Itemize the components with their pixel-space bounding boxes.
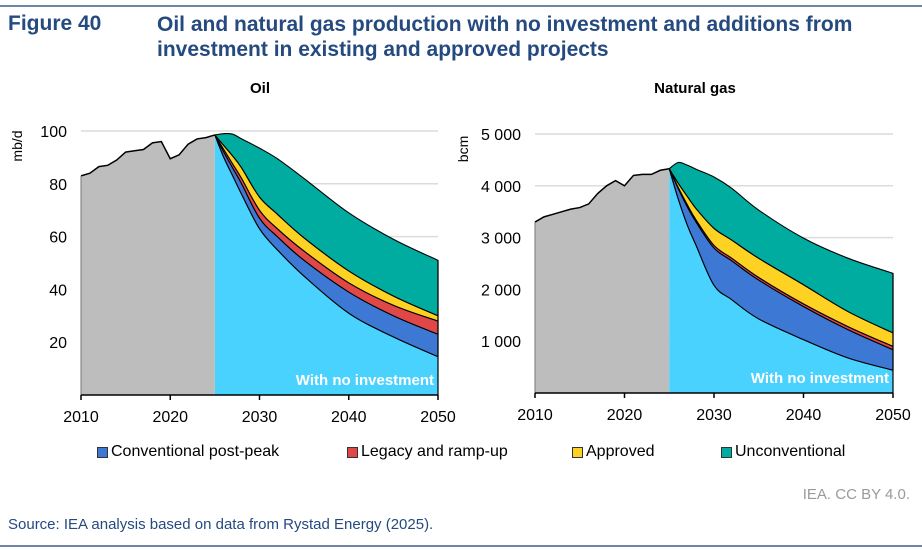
- gas-x-tick-label: 2030: [696, 407, 732, 424]
- gas-history-line: [534, 167, 670, 223]
- oil-annotation: With no investment: [296, 372, 434, 389]
- legend-item-approved: Approved: [572, 443, 655, 461]
- oil-area-no-investment: [214, 134, 438, 395]
- gas-x-tick-label: 2010: [517, 407, 553, 424]
- source-text: Source: IEA analysis based on data from …: [8, 516, 434, 533]
- legend-label: Approved: [586, 443, 655, 460]
- oil-x-tick-label: 2030: [242, 409, 278, 426]
- legend: Conventional post-peak Legacy and ramp-u…: [0, 443, 922, 463]
- oil-x-tick-label: 2050: [420, 409, 456, 426]
- oil-x-tick-label: 2040: [331, 409, 367, 426]
- gas-history-area: [535, 168, 670, 393]
- credit-text: IEA. CC BY 4.0.: [802, 486, 910, 503]
- legend-swatch-approved: [572, 446, 583, 458]
- oil-x-tick-label: 2020: [152, 409, 188, 426]
- gas-y-axis-label: bcm: [455, 136, 471, 162]
- gas-chart: 1 000 2 000 3 000 4 000 5 000 With no investm…: [455, 127, 911, 424]
- oil-history-area: [81, 134, 215, 395]
- oil-y-tick-label: 60: [49, 230, 67, 247]
- oil-y-axis-label: mb/d: [9, 130, 25, 161]
- gas-x-tick-label: 2020: [607, 407, 643, 424]
- legend-swatch-legacy: [347, 446, 358, 458]
- gas-y-tick-label: 5 000: [481, 127, 521, 144]
- legend-label: Unconventional: [735, 443, 846, 460]
- legend-swatch-unconventional: [721, 446, 732, 458]
- legend-swatch-conventional: [97, 446, 108, 458]
- gas-y-tick-label: 4 000: [481, 179, 521, 196]
- legend-item-unconventional: Unconventional: [721, 443, 845, 461]
- gas-y-tick-label: 3 000: [481, 231, 521, 248]
- legend-label: Legacy and ramp-up: [361, 443, 508, 460]
- gas-y-tick-label: 1 000: [481, 334, 521, 351]
- legend-label: Conventional post-peak: [111, 443, 280, 460]
- legend-item-legacy: Legacy and ramp-up: [347, 443, 508, 461]
- oil-y-tick-label: 40: [49, 282, 67, 299]
- oil-panel-title: Oil: [249, 80, 270, 97]
- oil-y-tick-label: 20: [49, 335, 67, 352]
- legend-item-conventional: Conventional post-peak: [97, 443, 279, 461]
- bottom-rule: [0, 545, 922, 547]
- oil-history-line: [80, 134, 216, 177]
- figure-label: Figure 40: [8, 12, 102, 35]
- oil-x-tick-label: 2010: [63, 409, 99, 426]
- oil-y-tick-label: 80: [49, 177, 67, 194]
- gas-panel-title: Natural gas: [654, 80, 736, 97]
- gas-y-tick-label: 2 000: [481, 282, 521, 299]
- gas-x-tick-label: 2040: [786, 407, 822, 424]
- gas-area-no-investment: [669, 168, 893, 393]
- gas-annotation: With no investment: [751, 370, 889, 387]
- figure-title: Oil and natural gas production with no i…: [157, 13, 853, 61]
- gas-x-tick-label: 2050: [875, 407, 911, 424]
- oil-y-tick-label: 100: [40, 124, 67, 141]
- top-rule: [0, 5, 922, 7]
